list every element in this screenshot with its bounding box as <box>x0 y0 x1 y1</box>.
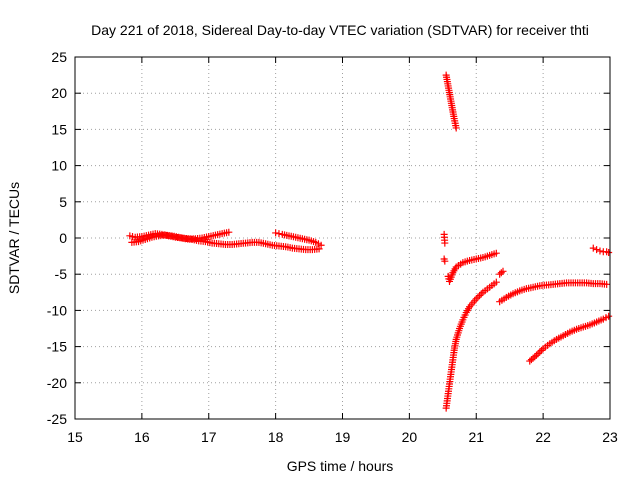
series-track-f <box>440 255 449 265</box>
series-track-k <box>526 312 613 365</box>
x-tick-label: 21 <box>468 429 484 445</box>
data-point <box>537 346 545 354</box>
y-tick-label: 10 <box>51 158 67 174</box>
data-point <box>317 241 325 249</box>
plot-frame <box>74 56 611 420</box>
data-point <box>605 312 613 320</box>
x-tick-label: 16 <box>134 429 150 445</box>
series-track-b <box>128 231 323 254</box>
series-track-e <box>440 230 449 247</box>
data-point <box>492 249 500 257</box>
y-tick-label: -20 <box>47 375 67 391</box>
data-point <box>532 351 540 359</box>
x-tick-label: 19 <box>335 429 351 445</box>
x-tick-label: 17 <box>201 429 217 445</box>
series-track-l <box>589 244 613 256</box>
data-point <box>474 293 482 301</box>
x-tick-label: 23 <box>602 429 618 445</box>
series-track-d <box>442 71 460 132</box>
series-track-g <box>444 249 500 285</box>
data-points <box>126 71 613 412</box>
grid-lines <box>75 57 610 419</box>
data-point <box>596 247 604 255</box>
data-point <box>225 228 233 236</box>
data-point <box>476 292 484 300</box>
data-point <box>593 246 601 254</box>
data-point <box>497 269 505 277</box>
axis-ticks: 15 16 17 18 19 20 21 22 23 25 20 15 10 5 0 -5 -10 -15 -20 -… <box>47 49 618 445</box>
data-point <box>534 350 542 358</box>
data-point <box>315 245 323 253</box>
y-tick-label: 5 <box>59 194 67 210</box>
series-track-j <box>496 279 611 306</box>
x-tick-label: 15 <box>67 429 83 445</box>
y-tick-label: -25 <box>47 411 67 427</box>
y-axis-label: SDTVAR / TECUs <box>6 182 22 294</box>
data-point <box>603 280 611 288</box>
data-point <box>589 244 597 252</box>
y-tick-label: 20 <box>51 85 67 101</box>
series-track-c <box>272 229 325 249</box>
data-point <box>499 267 507 275</box>
data-point <box>441 257 449 265</box>
chart-title: Day 221 of 2018, Sidereal Day-to-day VTE… <box>91 22 589 38</box>
y-tick-label: 15 <box>51 121 67 137</box>
data-point <box>272 229 280 237</box>
data-point <box>605 248 613 256</box>
data-point <box>275 230 283 238</box>
data-point <box>452 124 460 132</box>
data-point <box>477 290 485 298</box>
data-point <box>536 348 544 356</box>
data-point <box>492 278 500 286</box>
data-point <box>441 239 449 247</box>
data-point <box>472 295 480 303</box>
y-tick-label: 0 <box>59 230 67 246</box>
x-tick-label: 20 <box>402 429 418 445</box>
series-track-h <box>442 278 500 412</box>
y-tick-label: 25 <box>51 49 67 65</box>
data-point <box>531 353 539 361</box>
series-track-i <box>496 267 507 278</box>
x-tick-label: 22 <box>535 429 551 445</box>
x-tick-label: 18 <box>268 429 284 445</box>
x-axis-label: GPS time / hours <box>287 458 394 474</box>
y-tick-label: -5 <box>55 266 68 282</box>
y-tick-label: -15 <box>47 339 67 355</box>
y-tick-label: -10 <box>47 302 67 318</box>
